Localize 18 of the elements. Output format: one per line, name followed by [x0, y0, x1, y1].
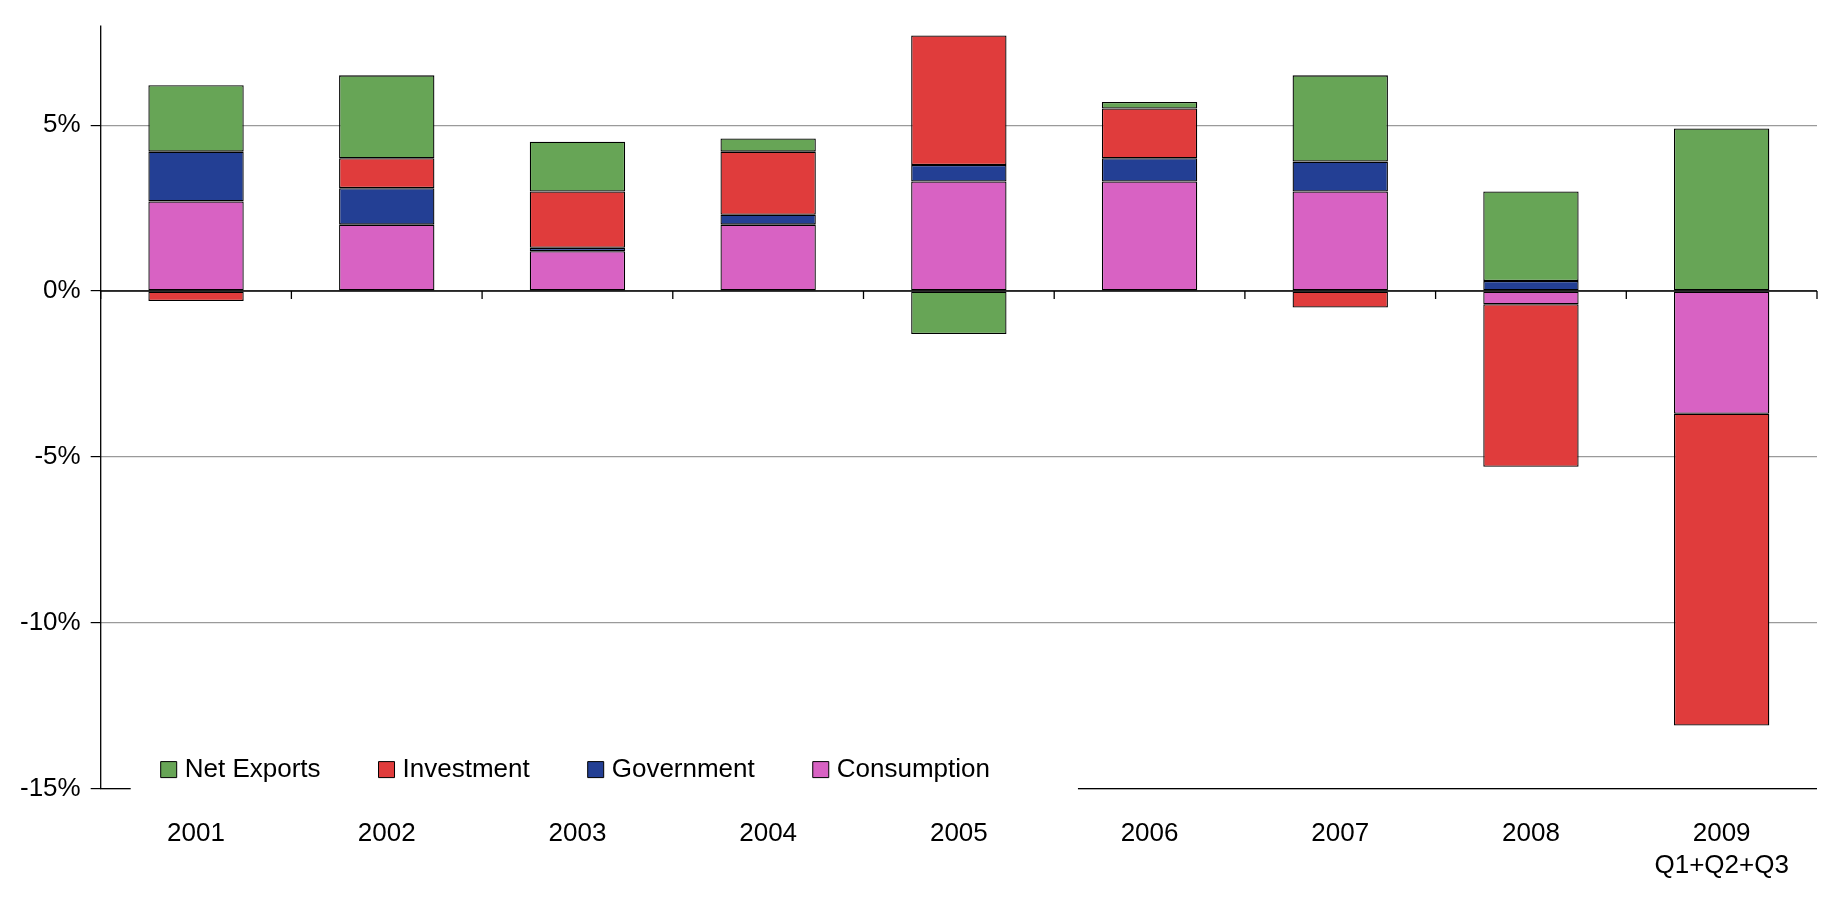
x-tick-label: 2007 — [1311, 817, 1370, 848]
y-tick-label: -5% — [34, 440, 81, 471]
x-tick-label: 2008 — [1502, 817, 1560, 848]
legend-label: Net Exports — [184, 752, 321, 783]
y-tick-label: -10% — [19, 605, 81, 636]
y-tick-label: -15% — [19, 771, 81, 802]
y-tick-label: 5% — [43, 108, 81, 139]
x-tick-label: 2002 — [357, 817, 416, 848]
legend-label: Consumption — [836, 752, 990, 783]
x-tick-label: 2001 — [167, 817, 225, 848]
x-tick-label: 2003 — [548, 817, 607, 848]
legend-label: Investment — [402, 752, 531, 783]
x-tick-label: 2006 — [1120, 817, 1179, 848]
legend-label: Government — [611, 752, 756, 783]
x-tick-label: 2004 — [739, 817, 798, 848]
y-tick-label: 0% — [43, 274, 81, 305]
x-tick-label: 2005 — [929, 817, 988, 848]
x-tick-label: 2009 Q1+Q2+Q3 — [1654, 817, 1789, 879]
